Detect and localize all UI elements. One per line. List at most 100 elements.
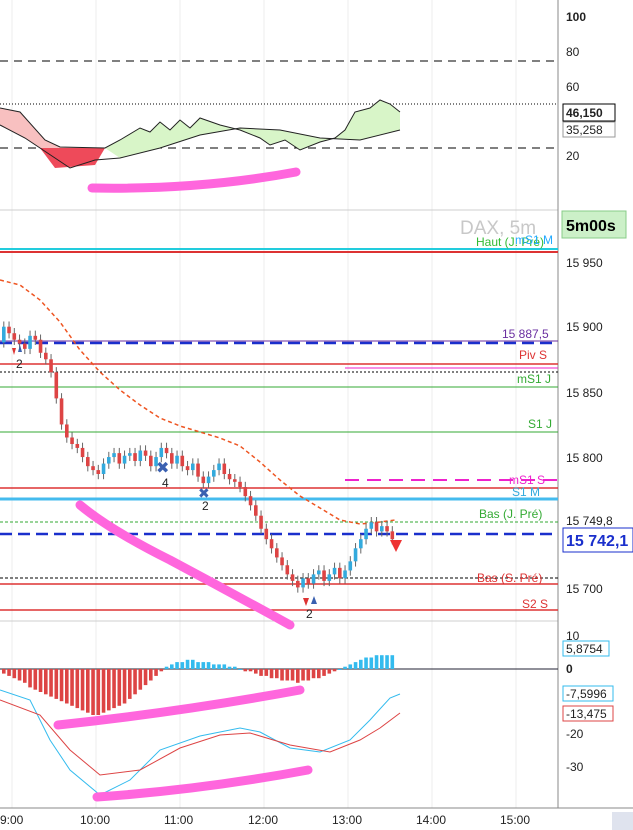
time-label-1400: 14:00: [416, 813, 446, 827]
macd-histogram-bar: [369, 657, 374, 669]
macd-tick-neg20: -20: [566, 727, 584, 741]
macd-histogram-bar: [154, 669, 158, 676]
candle-body: [285, 565, 290, 575]
candle-body: [280, 557, 284, 566]
candle-body: [359, 539, 363, 549]
macd-histogram-bar: [254, 669, 258, 674]
macd-signal1-box: [562, 685, 614, 702]
time-label-1000: 10:00: [80, 813, 110, 827]
price-tick-15900: 15 900: [566, 320, 603, 334]
candle-body: [17, 339, 22, 344]
macd-histogram-bar: [364, 657, 368, 669]
candle-body: [128, 453, 132, 456]
macd-histogram-bar: [44, 669, 48, 695]
candle-body: [269, 539, 274, 549]
macd-histogram-bar: [49, 669, 53, 697]
axis-corner-button[interactable]: [612, 812, 633, 830]
candle-body: [23, 343, 27, 349]
macd-line: [0, 689, 401, 796]
candle-body: [301, 578, 305, 588]
macd-histogram-bar: [196, 662, 200, 669]
osc-pink-annotation: [87, 167, 301, 193]
candle-body: [70, 437, 74, 445]
last-price-value: 15 742,1: [566, 533, 628, 550]
macd-hist-value-box: [562, 640, 610, 657]
macd-histogram-bar: [359, 659, 363, 669]
candle-body: [138, 450, 143, 461]
time-axis: 9:00 10:00 11:00 12:00 13:00 14:00 15:00: [0, 812, 633, 830]
candle-body: [154, 457, 158, 467]
price-tick-15950: 15 950: [566, 256, 603, 270]
candle-body: [296, 580, 300, 588]
candle-body: [353, 548, 358, 562]
macd-hist-value: 5,8754: [566, 642, 603, 656]
candle-body: [185, 466, 190, 471]
macd-histogram-bar: [269, 669, 274, 679]
candle-body: [133, 453, 137, 461]
candle-body: [369, 522, 374, 529]
candle-body: [12, 333, 17, 340]
macd-histogram-bar: [227, 666, 232, 669]
macd-histogram-bar: [170, 664, 174, 669]
macd-histogram-bar: [191, 659, 195, 669]
macd-tick-0: 0: [566, 662, 573, 676]
macd-histogram-bar: [164, 666, 169, 669]
candle-body: [101, 463, 106, 474]
macd-histogram-bar: [285, 669, 290, 681]
candles-group: [2, 321, 395, 593]
candle-body: [348, 561, 353, 571]
level-label-ms1-j: mS1 J: [517, 372, 551, 386]
marker-label-2-mid: 2: [202, 499, 209, 513]
candle-body: [180, 455, 185, 467]
time-label-1100: 11:00: [164, 813, 193, 827]
macd-tick-neg30: -30: [566, 760, 584, 774]
macd-histogram-bar: [23, 669, 27, 683]
level-label-s1-j: S1 J: [528, 417, 552, 431]
oscillator-panel: [0, 60, 558, 193]
osc-tick-100: 100: [566, 10, 586, 24]
candle-body: [107, 457, 111, 464]
candle-body: [54, 372, 59, 399]
macd-panel: [0, 655, 558, 802]
level-label-15887: 15 887,5: [502, 327, 549, 341]
macd-histogram-bar: [180, 662, 185, 669]
down-arrow-icon-low: [303, 598, 309, 606]
level-label-s1-m: S1 M: [512, 485, 540, 499]
macd-signal1-value: -7,5996: [566, 687, 607, 701]
osc-value-b: 35,258: [566, 123, 603, 137]
price-tick-15700: 15 700: [566, 582, 603, 596]
macd-histogram-bar: [2, 669, 6, 674]
candle-body: [159, 447, 164, 458]
macd-histogram-bar: [317, 669, 321, 679]
chart-title-watermark: DAX, 5m: [460, 218, 536, 239]
macd-histogram: [2, 655, 395, 715]
macd-histogram-bar: [306, 669, 311, 681]
macd-histogram-bar: [149, 669, 153, 681]
candle-body: [44, 352, 48, 360]
macd-histogram-bar: [374, 655, 379, 669]
macd-histogram-bar: [248, 669, 253, 672]
macd-histogram-bar: [12, 669, 17, 679]
macd-histogram-bar: [238, 669, 242, 670]
candle-body: [143, 450, 148, 456]
marker-label-2-left: 2: [16, 357, 23, 371]
candle-body: [86, 457, 90, 467]
level-label-bas-s-pre: Bas (S. Pré): [477, 571, 542, 585]
candle-body: [33, 335, 38, 340]
candle-body: [28, 335, 32, 349]
macd-signal2-box: [562, 705, 614, 722]
macd-histogram-bar: [233, 666, 237, 669]
candle-body: [49, 359, 53, 373]
macd-histogram-bar: [122, 669, 127, 704]
macd-histogram-bar: [54, 669, 59, 699]
macd-histogram-bar: [322, 669, 326, 676]
macd-histogram-bar: [159, 669, 164, 672]
candle-body: [327, 574, 332, 581]
osc-tick-80: 80: [566, 45, 580, 59]
candle-body: [122, 455, 127, 464]
macd-histogram-bar: [86, 669, 90, 713]
macd-histogram-bar: [70, 669, 74, 706]
macd-histogram-bar: [128, 669, 132, 699]
candle-body: [248, 496, 253, 506]
candle-body: [196, 463, 200, 477]
